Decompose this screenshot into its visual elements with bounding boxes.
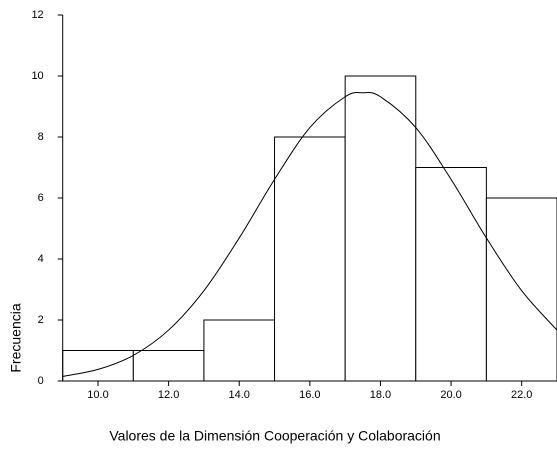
x-tick-label: 10.0 xyxy=(87,389,108,401)
x-tick-label: 16.0 xyxy=(299,389,320,401)
y-tick-label: 4 xyxy=(38,253,44,265)
x-tick-label: 20.0 xyxy=(440,389,461,401)
y-tick-label: 10 xyxy=(31,70,43,82)
y-tick-label: 12 xyxy=(31,9,43,21)
normal-curve xyxy=(62,92,557,377)
bar xyxy=(344,75,417,382)
bar xyxy=(132,350,205,382)
bar xyxy=(62,350,134,382)
bar xyxy=(274,136,346,382)
x-axis-title: Valores de la Dimensión Cooperación y Co… xyxy=(109,428,440,444)
x-tick-label: 14.0 xyxy=(229,389,250,401)
y-tick-label: 8 xyxy=(38,131,44,143)
x-tick-label: 22.0 xyxy=(511,389,532,401)
x-tick-label: 12.0 xyxy=(158,389,179,401)
y-tick-label: 0 xyxy=(38,375,44,387)
bar xyxy=(203,319,276,382)
y-tick-label: 6 xyxy=(38,192,44,204)
bar xyxy=(485,197,557,382)
y-axis-title: Frecuencia xyxy=(8,303,24,372)
y-tick-label: 2 xyxy=(38,314,44,326)
bar xyxy=(415,167,487,382)
x-tick-label: 18.0 xyxy=(370,389,391,401)
